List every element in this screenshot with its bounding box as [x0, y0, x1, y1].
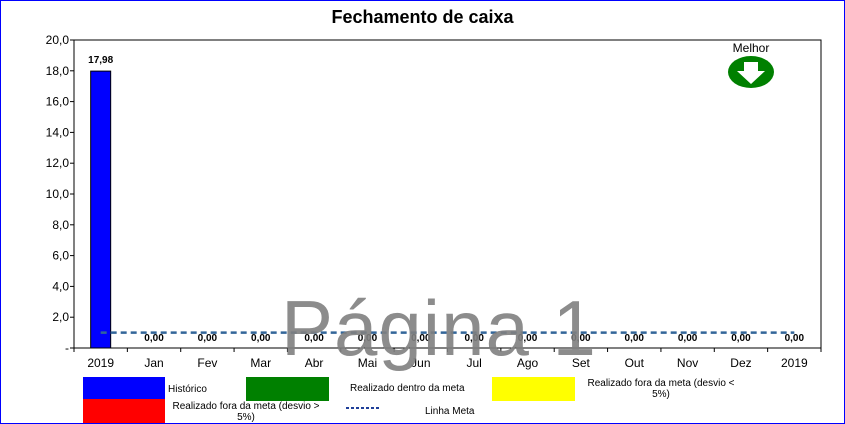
y-tick-label: 12,0 — [46, 156, 70, 170]
y-tick-label: 8,0 — [52, 218, 69, 232]
bar-value-label: 0,00 — [785, 333, 805, 344]
legend-label-linha-meta: Linha Meta — [425, 406, 475, 417]
legend-swatch-fora-meta-menor — [492, 377, 575, 401]
bar-value-label: 17,98 — [88, 55, 113, 66]
chart-title: Fechamento de caixa — [331, 7, 514, 27]
x-tick-label: Ago — [517, 356, 539, 370]
bar-value-label: 0,00 — [571, 333, 591, 344]
y-tick-label: 20,0 — [46, 33, 70, 47]
y-tick-label: 14,0 — [46, 125, 70, 139]
x-tick-label: Abr — [305, 356, 324, 370]
x-tick-label: Jul — [467, 356, 482, 370]
x-tick-label: 2019 — [87, 356, 114, 370]
x-tick-label: Dez — [730, 356, 751, 370]
bar-value-label: 0,00 — [358, 333, 378, 344]
legend-label-historico: Histórico — [168, 384, 207, 395]
x-tick-label: Jan — [144, 356, 163, 370]
plot-area — [73, 39, 822, 349]
y-tick-label: 10,0 — [46, 187, 70, 201]
x-tick-label: Mar — [250, 356, 271, 370]
y-tick-label: 2,0 — [52, 310, 69, 324]
bar-value-label: 0,00 — [518, 333, 538, 344]
legend-swatch-historico — [83, 377, 165, 401]
bar-value-label: 0,00 — [464, 333, 484, 344]
legend-swatch-linha-meta — [346, 407, 380, 409]
y-tick-label: 4,0 — [52, 279, 69, 293]
bar-value-label: 0,00 — [411, 333, 431, 344]
legend-swatch-dentro-meta — [246, 377, 329, 401]
legend-swatch-fora-meta-maior — [83, 399, 165, 423]
arrow-down-icon — [728, 56, 774, 88]
y-tick-label: 16,0 — [46, 95, 70, 109]
x-tick-label: Mai — [358, 356, 377, 370]
better-indicator: Melhor — [719, 41, 783, 94]
x-tick-label: Set — [572, 356, 591, 370]
bar-value-label: 0,00 — [304, 333, 324, 344]
y-tick-label: 18,0 — [46, 64, 70, 78]
y-tick-label: 6,0 — [52, 249, 69, 263]
bar-value-label: 0,00 — [251, 333, 271, 344]
legend-label-fora-meta-maior: Realizado fora da meta (desvio > 5%) — [172, 401, 320, 423]
bar-value-label: 0,00 — [731, 333, 751, 344]
x-tick-label: 2019 — [781, 356, 808, 370]
x-tick-label: Out — [625, 356, 645, 370]
bar-value-label: 0,00 — [198, 333, 218, 344]
legend-label-fora-meta-menor: Realizado fora da meta (desvio < 5%) — [587, 378, 735, 400]
bar-value-label: 0,00 — [625, 333, 645, 344]
better-label: Melhor — [732, 41, 770, 55]
x-tick-label: Fev — [197, 356, 217, 370]
bar-value-label: 0,00 — [678, 333, 698, 344]
x-tick-label: Nov — [677, 356, 698, 370]
x-tick-label: Jun — [411, 356, 430, 370]
legend-label-dentro-meta: Realizado dentro da meta — [350, 383, 465, 394]
y-tick-label: - — [65, 341, 69, 355]
bar-value-label: 0,00 — [144, 333, 164, 344]
bar — [90, 70, 112, 349]
